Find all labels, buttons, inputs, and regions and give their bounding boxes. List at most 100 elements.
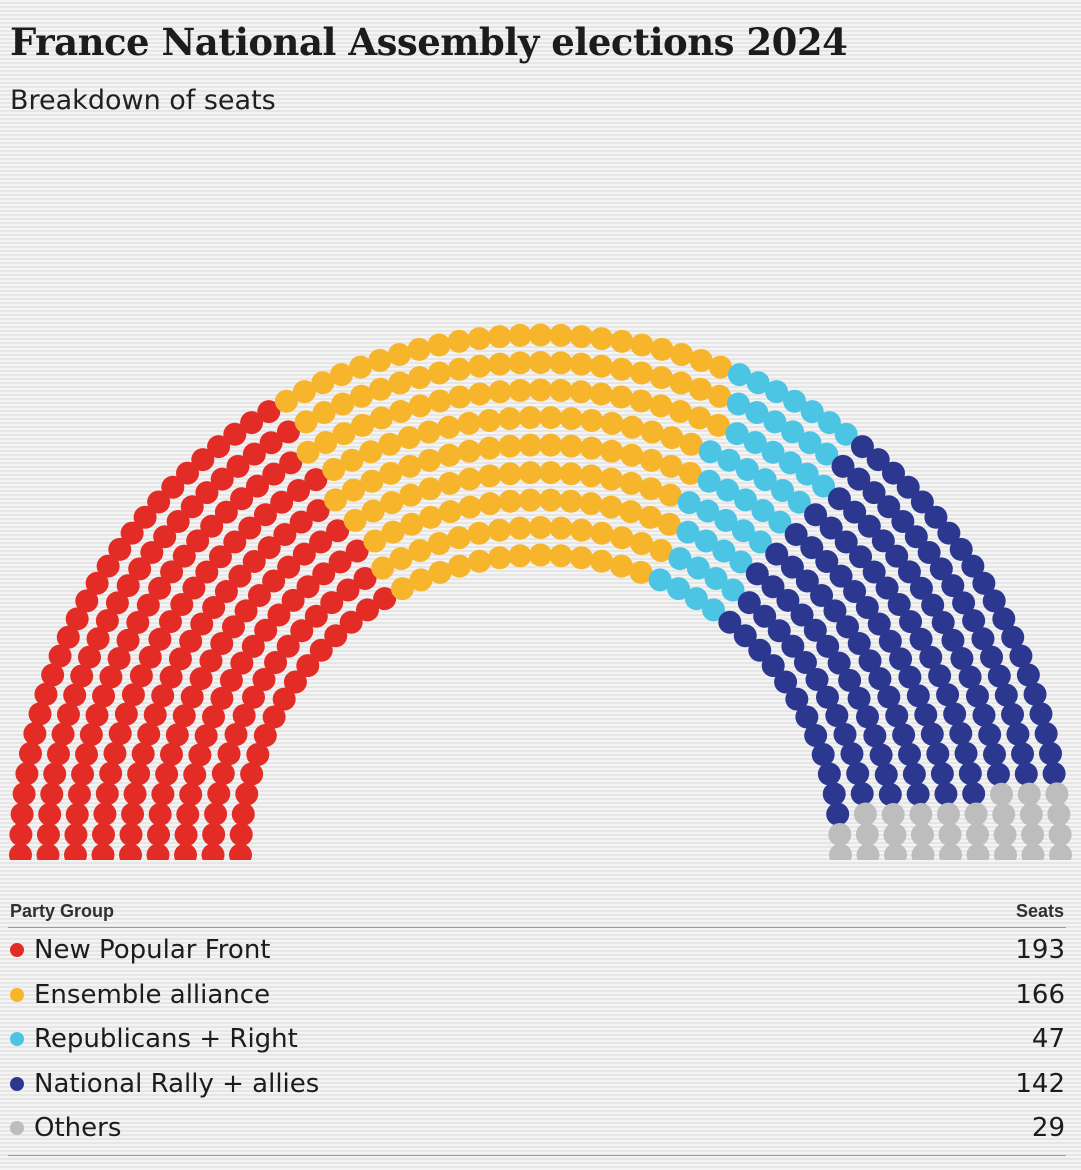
seat-dot: [790, 603, 814, 627]
seat-dot: [950, 646, 974, 670]
seat-dot: [9, 823, 33, 847]
seat-dot: [798, 431, 822, 455]
seat-dot: [855, 595, 879, 619]
seat-count: 142: [1015, 1068, 1065, 1099]
seat-dot: [609, 554, 633, 578]
seat-dot: [570, 518, 594, 542]
seat-dot: [389, 547, 413, 571]
seat-dot: [735, 457, 759, 481]
seat-dot: [373, 587, 397, 611]
seat-dot: [776, 588, 800, 612]
seat-dot: [982, 589, 1006, 613]
seat-dot: [324, 624, 348, 648]
seat-dot: [518, 488, 542, 512]
seat-dot: [159, 742, 183, 766]
seat-dot: [172, 704, 196, 728]
seat-dot: [168, 647, 192, 671]
seat-dot: [371, 556, 395, 580]
seat-dot: [569, 352, 593, 376]
seat-dot: [234, 599, 258, 623]
seat-dot: [599, 495, 623, 519]
legend-swatch: [10, 1121, 24, 1136]
seat-dot: [920, 722, 944, 746]
seat-dot: [116, 574, 140, 598]
seat-dot: [160, 560, 184, 584]
seat-dot: [883, 823, 907, 847]
seat-dot: [994, 843, 1017, 860]
seat-dot: [488, 546, 512, 570]
seat-dot: [208, 545, 232, 569]
seat-dot: [589, 354, 613, 378]
header-party-group: Party Group: [10, 901, 115, 921]
seat-dot: [909, 627, 933, 651]
seat-dot: [418, 477, 442, 501]
seat-dot: [708, 355, 732, 379]
seat-dot: [815, 685, 839, 709]
seat-dot: [210, 632, 234, 656]
seat-dot: [569, 325, 593, 349]
seat-dot: [91, 822, 115, 846]
header-seats: Seats: [1015, 901, 1064, 921]
seat-dot: [85, 571, 109, 595]
seat-dot: [86, 627, 110, 651]
seat-dot: [96, 554, 120, 578]
seat-dot: [800, 536, 824, 560]
seat-dot: [447, 329, 471, 353]
seat-dot: [121, 683, 145, 707]
seat-dot: [381, 520, 405, 544]
seat-dot: [15, 762, 39, 786]
seat-dot: [853, 802, 877, 826]
seat-dot: [919, 645, 943, 669]
seat-dot: [41, 663, 65, 687]
seat-dot: [941, 628, 965, 652]
seat-dot: [202, 822, 226, 846]
seat-dot: [810, 584, 834, 608]
seat-dot: [1001, 702, 1025, 726]
seat-dot: [768, 510, 792, 534]
seat-dot: [869, 743, 893, 767]
seat-dot: [761, 440, 785, 464]
seat-dot: [296, 654, 320, 678]
seat-dot: [18, 742, 42, 766]
seat-dot: [40, 782, 64, 806]
seat-dot: [180, 495, 204, 519]
seat-dot: [468, 354, 492, 378]
seat-dot: [246, 743, 270, 767]
seat-dot: [734, 488, 757, 512]
seat-dot: [1048, 823, 1072, 847]
legend-swatch: [10, 987, 24, 1002]
seat-dot: [878, 629, 902, 653]
seat-dot: [783, 389, 807, 413]
seat-dot: [822, 782, 846, 806]
seat-dot: [296, 575, 320, 599]
seat-dot: [328, 550, 352, 574]
seat-dot: [369, 377, 393, 401]
table-row: Others 29: [8, 1106, 1066, 1151]
seat-dot: [657, 512, 681, 536]
seat-dot: [180, 685, 204, 709]
seat-dot: [982, 742, 1006, 766]
seat-dot: [745, 562, 769, 586]
seat-dot: [980, 645, 1004, 669]
seat-dot: [397, 426, 421, 450]
seat-dot: [508, 351, 532, 375]
seat-dot: [174, 823, 198, 847]
seat-dot: [843, 579, 867, 603]
seat-dot: [745, 401, 769, 425]
seat-dot: [856, 843, 880, 860]
seat-dot: [498, 434, 522, 458]
seat-dot: [828, 823, 852, 847]
seat-dot: [549, 378, 573, 402]
seat-dot: [928, 664, 952, 688]
seat-dot: [862, 560, 886, 584]
seat-dot: [689, 348, 713, 372]
seat-dot: [312, 401, 336, 425]
seat-dot: [253, 723, 277, 747]
seat-dot: [978, 723, 1002, 747]
seat-dot: [761, 654, 785, 678]
seat-dot: [648, 568, 672, 592]
party-cell: National Rally + allies: [8, 1069, 319, 1099]
seat-dot: [477, 409, 501, 432]
seat-count: 29: [1031, 1113, 1065, 1144]
seat-dot: [148, 627, 172, 651]
